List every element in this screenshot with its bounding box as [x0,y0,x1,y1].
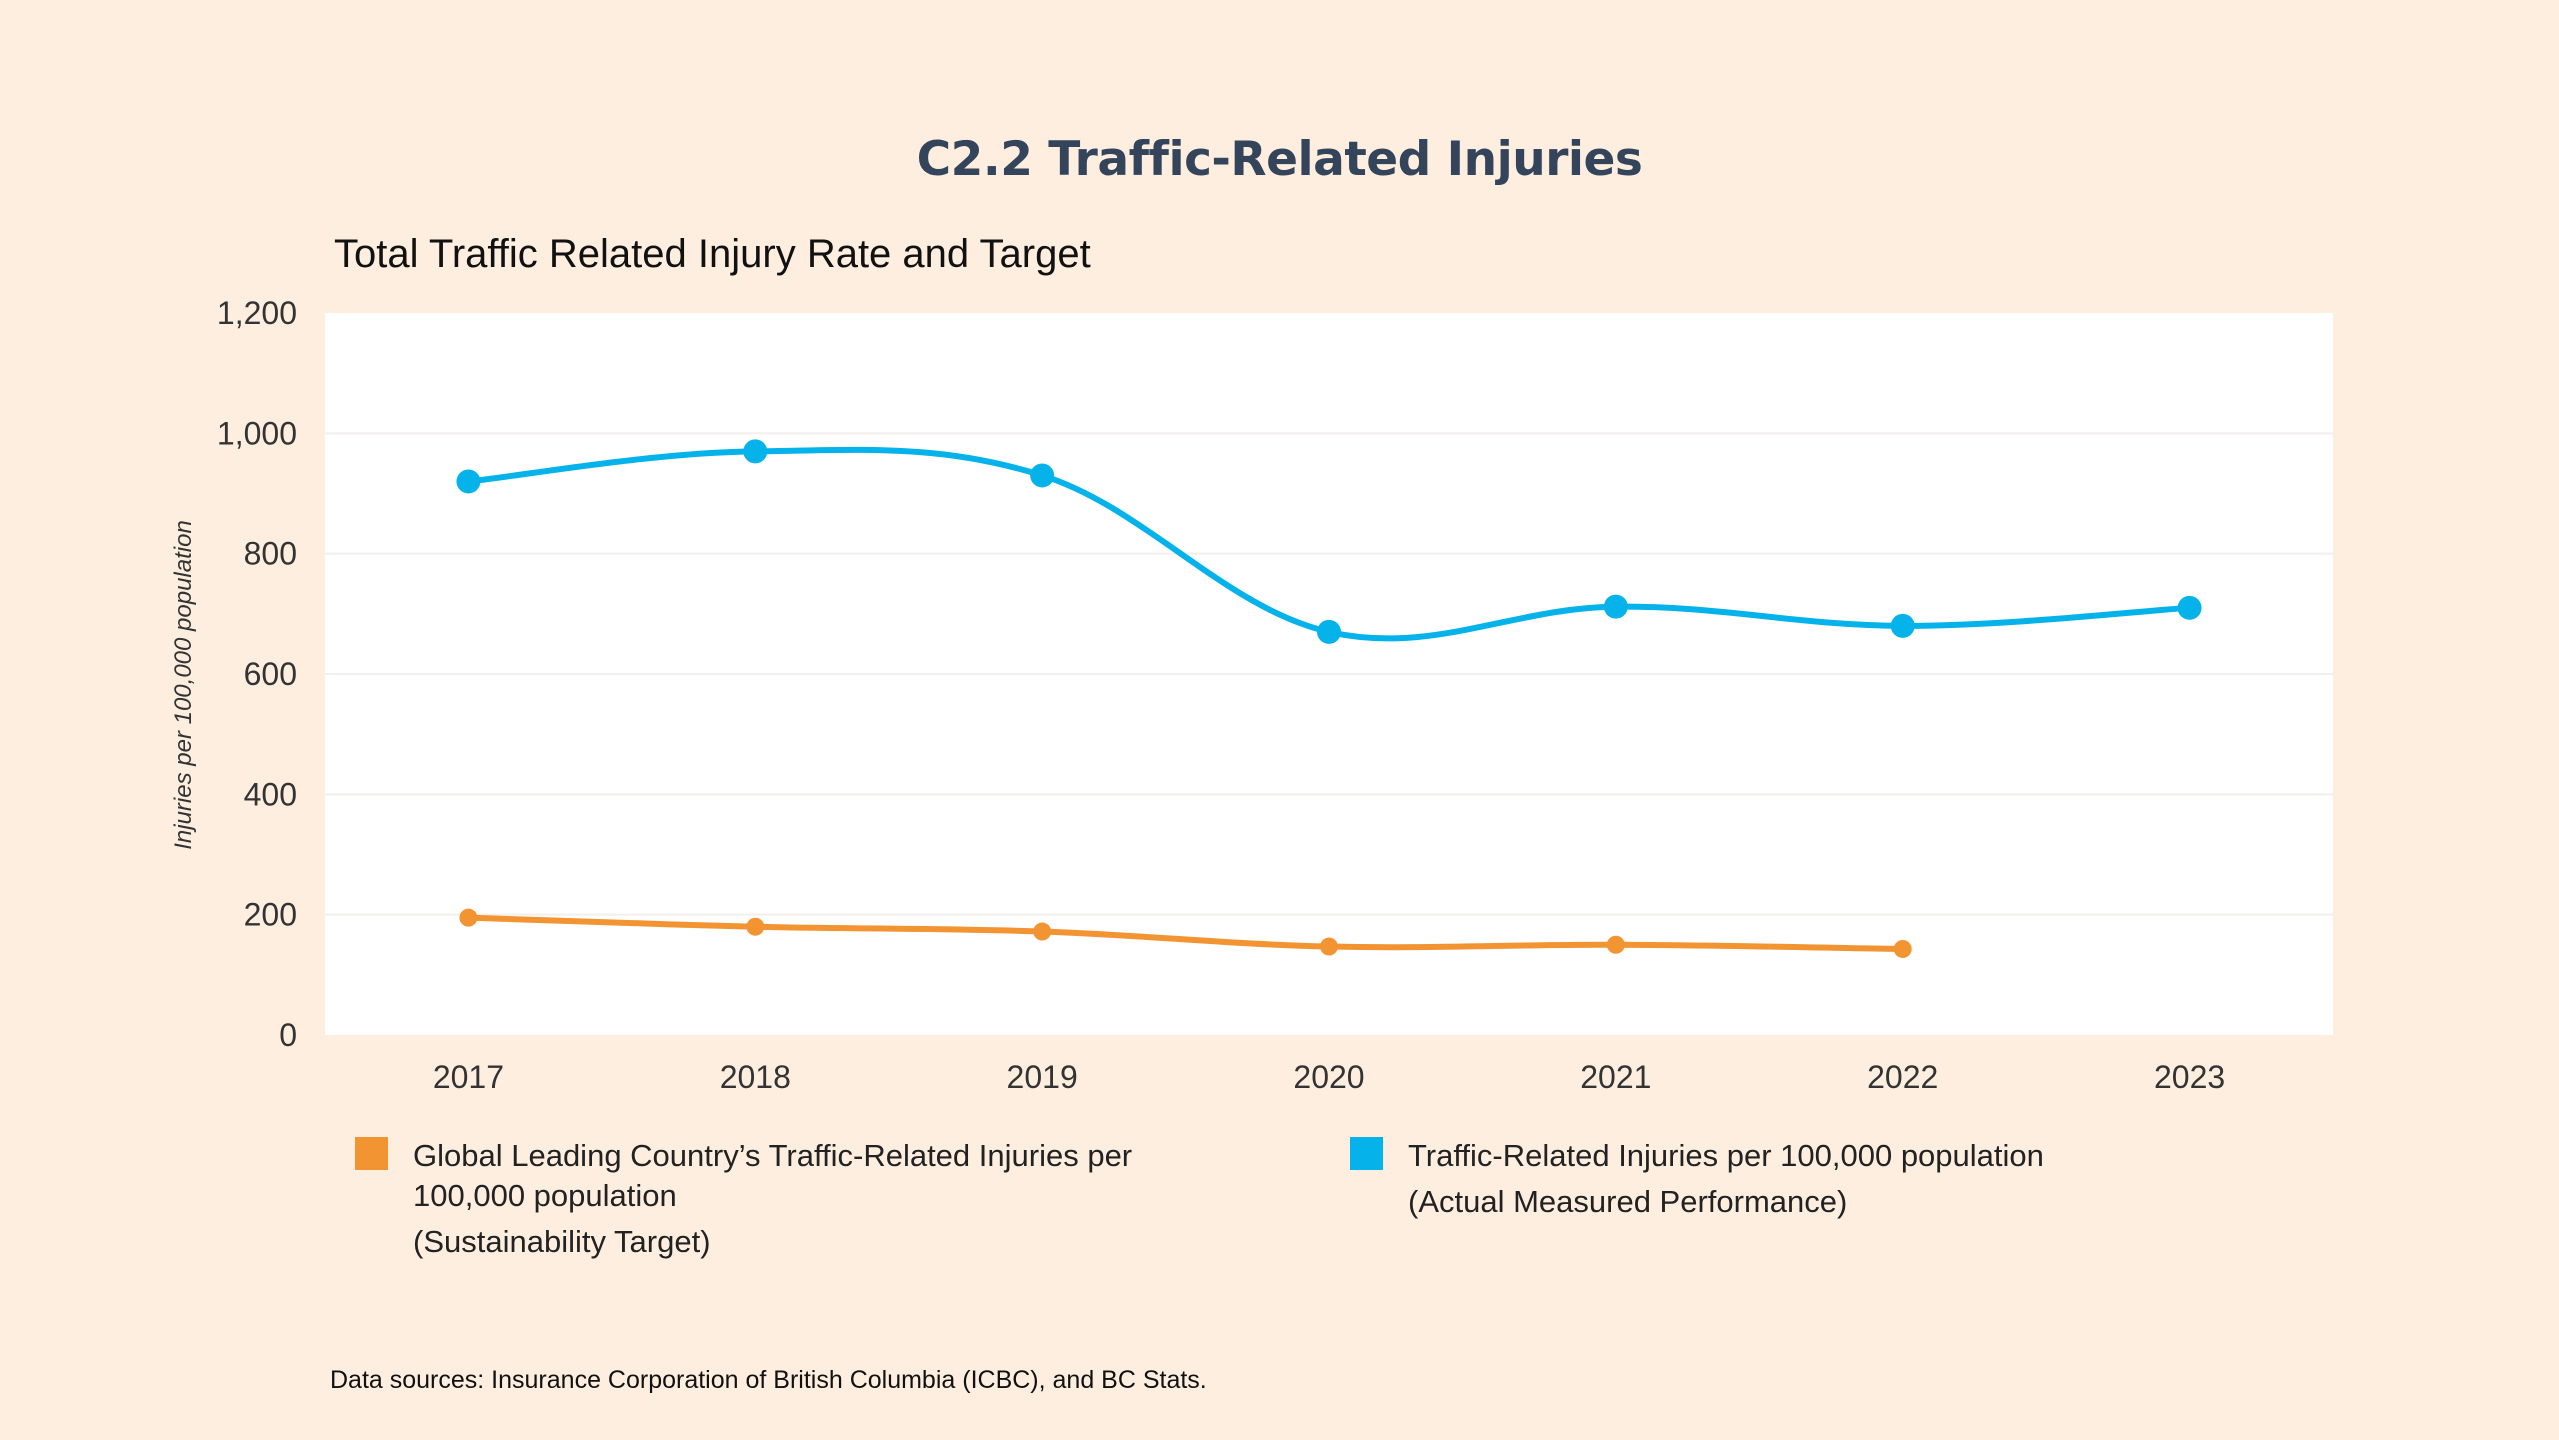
target-data-point [1606,935,1625,954]
x-tick-label: 2017 [433,1059,504,1095]
chart-subtitle: Total Traffic Related Injury Rate and Ta… [334,232,1091,276]
legend-actual-line1: Traffic-Related Injuries per 100,000 pop… [1408,1138,2044,1173]
x-tick-label: 2023 [2154,1059,2225,1095]
y-tick-label: 1,200 [217,295,297,331]
actual-data-point [1317,619,1341,644]
y-axis-ticks: 0 200 400 600 800 1,000 1,200 [217,295,297,1053]
y-axis-title: Injuries per 100,000 population [170,520,197,850]
target-data-point [1320,937,1338,956]
actual-data-point [2177,595,2202,620]
y-tick-label: 600 [244,656,297,692]
x-tick-label: 2019 [1007,1059,1078,1095]
legend-target-note: (Sustainability Target) [413,1224,711,1259]
actual-data-point [1890,613,1915,638]
target-line [465,914,1906,952]
legend-swatch-orange [355,1137,388,1170]
actual-data-point [743,439,768,464]
y-tick-label: 200 [244,897,297,933]
y-tick-label: 0 [279,1017,297,1053]
actual-data-point [456,469,481,494]
legend-actual-note: (Actual Measured Performance) [1408,1184,1848,1219]
data-source-note: Data sources: Insurance Corporation of B… [330,1366,1207,1394]
series-group [456,439,2202,958]
y-tick-label: 400 [244,776,297,812]
y-tick-label: 800 [244,536,297,572]
legend-target-line2: 100,000 population [413,1178,677,1213]
x-tick-label: 2020 [1293,1059,1364,1095]
legend-swatch-blue [1350,1137,1383,1170]
actual-data-point [1603,594,1628,619]
legend-label-target: Global Leading Country’s Traffic-Related… [413,1136,1132,1262]
x-tick-label: 2018 [720,1059,791,1095]
series-target [459,908,1912,958]
series-actual [456,439,2202,644]
actual-data-point [1030,463,1055,488]
target-data-point [1033,922,1052,941]
page-title: C2.2 Traffic-Related Injuries [916,132,1643,187]
gridlines [325,432,2333,916]
legend-label-actual: Traffic-Related Injuries per 100,000 pop… [1408,1136,2044,1222]
x-axis-ticks: 2017 2018 2019 2020 2021 2022 2023 [433,1059,2225,1095]
x-tick-label: 2021 [1580,1059,1651,1095]
legend-target-line1: Global Leading Country’s Traffic-Related… [413,1138,1133,1173]
target-data-point [1893,939,1912,958]
target-data-point [459,908,478,927]
x-tick-label: 2022 [1867,1059,1938,1095]
target-data-point [746,917,765,936]
y-tick-label: 1,000 [217,415,297,451]
